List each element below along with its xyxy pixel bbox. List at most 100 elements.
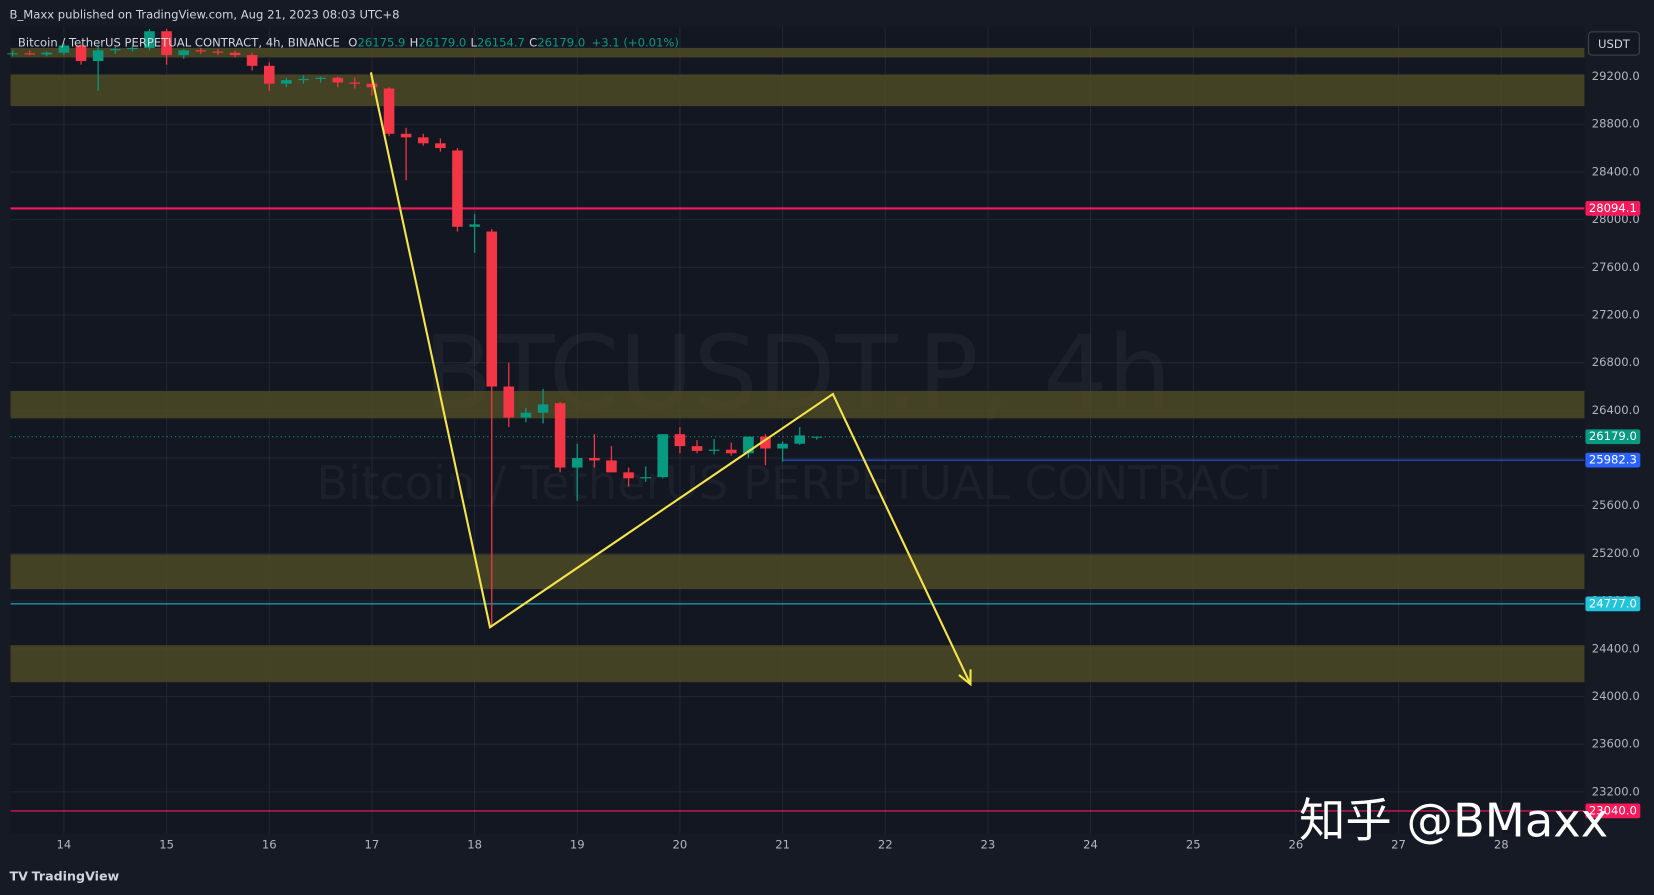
header: B_Maxx published on TradingView.com, Aug… — [9, 8, 399, 22]
candle-body — [144, 31, 155, 48]
candle-body — [24, 53, 36, 55]
candle-body — [315, 77, 326, 79]
x-tick-label: 19 — [570, 838, 585, 852]
legend-key: C — [529, 35, 537, 49]
x-tick-label: 25 — [1186, 838, 1201, 852]
legend: Bitcoin / TetherUS PERPETUAL CONTRACT, 4… — [18, 35, 679, 49]
candle-body — [263, 65, 275, 84]
y-tick-label: 27600.0 — [1592, 260, 1640, 274]
candle-body — [109, 49, 121, 51]
candle-body — [212, 51, 224, 53]
candle-body — [383, 88, 395, 134]
candle-body — [452, 150, 463, 227]
candle-body — [195, 50, 207, 52]
legend-key: O — [348, 35, 357, 49]
candle-body — [520, 412, 532, 418]
level-label-box — [1585, 201, 1641, 216]
candle-body — [469, 224, 480, 227]
candle-body — [435, 143, 446, 149]
y-tick-label: 24400.0 — [1592, 641, 1640, 655]
zone — [10, 390, 1585, 419]
x-tick-label: 17 — [365, 838, 380, 852]
currency: USDT — [1598, 37, 1631, 51]
level-label: 28094.1 — [1589, 201, 1637, 215]
trend-drawing — [369, 72, 972, 685]
candle-body — [366, 83, 378, 88]
candle-body — [554, 403, 566, 468]
x-tick-label: 15 — [159, 838, 174, 852]
legend-value: 26175.9 — [357, 35, 405, 49]
candle-body — [127, 47, 138, 50]
candle-body — [794, 435, 806, 444]
legend-value: 26179.0 — [537, 35, 585, 49]
candle-body — [623, 472, 634, 479]
last-price-label-box — [1585, 429, 1641, 445]
candle-body — [674, 434, 686, 447]
zone — [10, 554, 1585, 590]
candle-body — [606, 460, 617, 473]
candle-body — [691, 446, 703, 451]
y-tick-label: 23600.0 — [1592, 737, 1640, 751]
y-tick-label: 23200.0 — [1592, 784, 1640, 798]
y-tick-label: 25600.0 — [1592, 498, 1640, 512]
x-tick-label: 24 — [1083, 838, 1098, 852]
candle-body — [760, 436, 771, 449]
footer: TradingView — [32, 868, 120, 883]
candle-body — [777, 443, 788, 449]
y-tick-label: 28800.0 — [1592, 117, 1640, 131]
candle-body — [41, 52, 53, 55]
candle-body — [298, 78, 309, 81]
candle-body — [589, 458, 600, 461]
candle-body — [349, 82, 361, 84]
x-tick-label: 14 — [57, 838, 72, 852]
legend-value: 26154.7 — [477, 35, 525, 49]
legend-key: L — [471, 35, 478, 49]
candle-body — [417, 137, 429, 144]
legend-title: Bitcoin / TetherUS PERPETUAL CONTRACT, 4… — [18, 35, 340, 49]
x-tick-label: 20 — [673, 838, 688, 852]
last-price-label: 26179.0 — [1589, 429, 1637, 443]
level-label: 24777.0 — [1589, 596, 1637, 610]
y-tick-label: 26400.0 — [1592, 403, 1640, 417]
footer-logo: TV — [9, 868, 28, 883]
candle-body — [58, 45, 70, 53]
zone — [10, 645, 1585, 683]
candle-body — [75, 45, 87, 62]
x-tick-label: 26 — [1289, 838, 1304, 852]
legend-key: H — [410, 35, 419, 49]
currency-box — [1588, 31, 1640, 56]
candle-body — [486, 231, 498, 387]
watermark-name: Bitcoin / TetherUS PERPETUAL CONTRACT — [316, 456, 1279, 510]
level-label-box — [1585, 452, 1641, 468]
y-tick-label: 27200.0 — [1592, 307, 1640, 321]
candle-body — [229, 52, 241, 56]
candle-body — [725, 449, 737, 454]
zone — [10, 47, 1585, 58]
candle-body — [640, 477, 652, 479]
candle-body — [281, 80, 292, 84]
zone — [10, 74, 1585, 107]
candle-body — [743, 436, 754, 454]
level-label-box — [1585, 596, 1641, 612]
candle-body — [537, 404, 549, 413]
candle-body — [657, 434, 669, 478]
y-tick-label: 25200.0 — [1592, 546, 1640, 560]
x-tick-label: 21 — [775, 838, 790, 852]
candle-body — [246, 55, 258, 66]
candle-body — [503, 386, 515, 418]
level-label: 23040.0 — [1589, 803, 1637, 817]
candle-body — [92, 50, 104, 62]
x-tick-label: 28 — [1494, 838, 1509, 852]
candle-body — [811, 436, 823, 438]
legend-change: +3.1 (+0.01%) — [592, 35, 679, 49]
level-label-box — [1585, 803, 1641, 819]
candle-body — [161, 31, 172, 56]
arrow-head — [958, 669, 972, 687]
credit: 知乎 @BMaxx — [1299, 794, 1608, 848]
plot-area — [10, 27, 1585, 834]
y-tick-label: 26800.0 — [1592, 355, 1640, 369]
candle-body — [400, 133, 412, 138]
legend-value: 26179.0 — [418, 35, 466, 49]
candle-body — [178, 50, 190, 56]
